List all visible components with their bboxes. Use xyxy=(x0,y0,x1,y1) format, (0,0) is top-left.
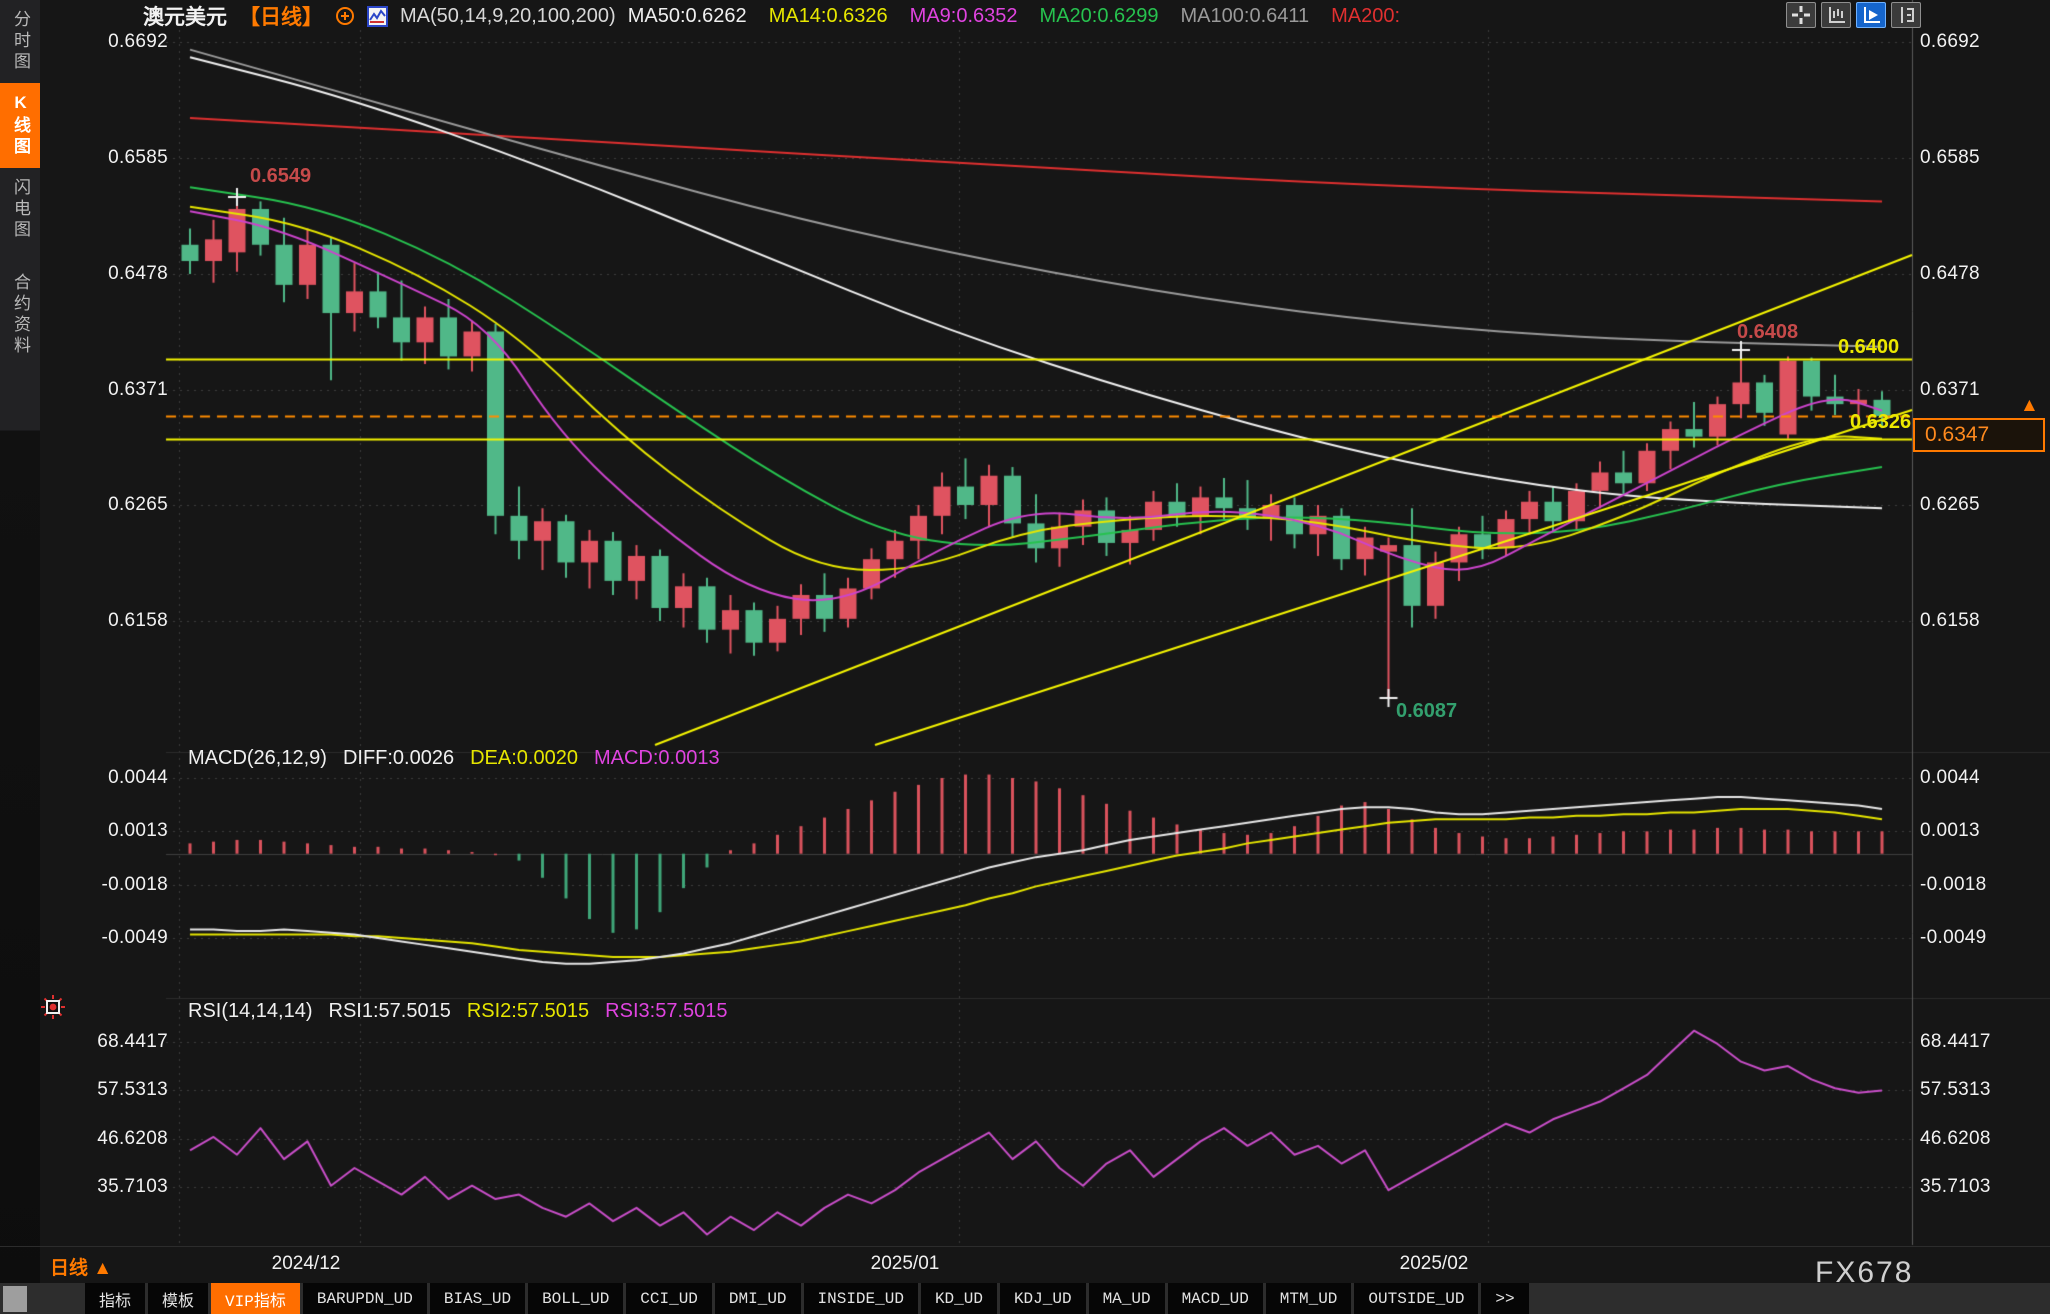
macd-macd-value: MACD:0.0013 xyxy=(593,747,720,769)
indicator-tab-dmi_ud[interactable]: DMI_UD xyxy=(714,1283,801,1314)
ma-params-label: MA(50,14,9,20,100,200) xyxy=(400,4,616,27)
sidebar-item-2[interactable]: 闪电图 xyxy=(11,178,30,241)
axis-tick-label: 0.6585 xyxy=(108,147,168,169)
date-label-2: 2025/02 xyxy=(1399,1253,1469,1274)
axis-tick-label: -0.0018 xyxy=(101,873,168,895)
axis-tick-label: 57.5313 xyxy=(1920,1079,1991,1101)
rsi-header: RSI(14,14,14) RSI1:57.5015 RSI2:57.5015 … xyxy=(188,1000,728,1023)
axis-play-icon[interactable] xyxy=(1856,2,1886,28)
axis-tick-label: 46.6208 xyxy=(97,1127,168,1149)
sidebar-item-0[interactable]: 分时图 xyxy=(11,10,30,73)
indicator-tab-inside_ud[interactable]: INSIDE_UD xyxy=(803,1283,918,1314)
sidebar-item-1[interactable]: K线图 xyxy=(0,83,40,168)
live-beacon-icon[interactable] xyxy=(40,994,66,1025)
recent-high-label: 0.6408 xyxy=(1737,321,1799,343)
left-sidebar: 分时图 K线图闪电图合约资料 xyxy=(0,0,40,1314)
period-indicator[interactable]: 日线 ▲ xyxy=(50,1258,113,1279)
symbol-title: 澳元美元 xyxy=(143,6,227,29)
macd-diff-value: DIFF:0.0026 xyxy=(342,747,455,769)
axis-tick-label: 0.6158 xyxy=(108,610,168,631)
ma-legend: MA50:0.6262 MA14:0.6326 MA9:0.6352 MA20:0.6… xyxy=(628,5,1400,28)
resistance-line-label: 0.6400 xyxy=(1838,336,1900,358)
indicator-tab-mtm_ud[interactable]: MTM_UD xyxy=(1265,1283,1352,1314)
time-axis: 日线 ▲ 2024/12 2025/01 2025/02 xyxy=(0,1246,2050,1283)
rsi2-value: RSI2:57.5015 xyxy=(466,1000,590,1022)
axis-tick-label: 35.7103 xyxy=(1920,1176,1991,1197)
axis-tick-label: 57.5313 xyxy=(97,1079,168,1101)
indicator-tab-kdj_ud[interactable]: KDJ_UD xyxy=(999,1283,1086,1314)
indicator-tab-[interactable]: 模板 xyxy=(148,1283,209,1314)
add-indicator-icon[interactable] xyxy=(335,6,355,26)
axis-tick-label: 0.6371 xyxy=(108,379,168,401)
support-line-label: 0.6326 xyxy=(1850,411,1912,433)
ma-legend-value-1: MA14:0.6326 xyxy=(768,4,888,27)
swing-low-label: 0.6087 xyxy=(1396,700,1458,722)
ma-legend-value-4: MA100:0.6411 xyxy=(1180,4,1310,27)
indicator-tab-boll_ud[interactable]: BOLL_UD xyxy=(528,1283,624,1314)
axis-tick-label: 0.0044 xyxy=(1920,767,1980,788)
axis-tick-label: 0.6158 xyxy=(1920,610,1980,631)
axis-tick-label: 0.0013 xyxy=(1920,820,1980,842)
period-badge[interactable]: 【日线】 xyxy=(239,6,323,29)
rsi-params-label: RSI(14,14,14) xyxy=(188,1000,313,1022)
axis-tick-label: 0.0044 xyxy=(108,767,168,788)
sidebar-item-3[interactable]: 合约资料 xyxy=(11,273,30,357)
axis-bracket-icon[interactable] xyxy=(1891,2,1921,28)
rsi3-value: RSI3:57.5015 xyxy=(605,1000,728,1022)
axis-tick-label: 0.6692 xyxy=(1920,31,1980,52)
macd-params-label: MACD(26,12,9) xyxy=(188,747,327,769)
ma-legend-value-2: MA9:0.6352 xyxy=(909,4,1018,27)
indicator-tab-[interactable]: 指标 xyxy=(85,1283,146,1314)
axis-tick-label: 0.6265 xyxy=(1920,493,1980,515)
axis-tick-label: -0.0049 xyxy=(1920,927,1987,948)
mini-chart-icon[interactable] xyxy=(367,5,388,27)
axis-tick-label: 0.6585 xyxy=(1920,147,1980,169)
indicator-tab-vip[interactable]: VIP指标 xyxy=(211,1283,300,1314)
indicator-tab-macd_ud[interactable]: MACD_UD xyxy=(1167,1283,1263,1314)
indicator-tab-kd_ud[interactable]: KD_UD xyxy=(920,1283,997,1314)
axis-tick-label: -0.0049 xyxy=(101,927,168,948)
indicator-tab-ma_ud[interactable]: MA_UD xyxy=(1088,1283,1165,1314)
indicator-tab-outside_ud[interactable]: OUTSIDE_UD xyxy=(1354,1283,1479,1314)
ma-legend-value-5: MA200: xyxy=(1331,4,1401,27)
chart-toolbar xyxy=(1786,2,1921,28)
current-price-box: 0.6347 xyxy=(1913,418,2045,452)
indicator-tab-barupdn_ud[interactable]: BARUPDN_UD xyxy=(302,1283,427,1314)
indicator-tab-bias_ud[interactable]: BIAS_UD xyxy=(429,1283,526,1314)
axis-tick-label: 46.6208 xyxy=(1920,1127,1991,1149)
axis-tick-label: -0.0018 xyxy=(1920,873,1987,895)
axis-tick-label: 0.6478 xyxy=(1920,263,1980,285)
axis-tick-label: 0.0013 xyxy=(108,820,168,842)
macd-header: MACD(26,12,9) DIFF:0.0026 DEA:0.0020 MAC… xyxy=(188,747,720,770)
axis-tick-label: 0.6478 xyxy=(108,263,168,285)
ma-legend-value-3: MA20:0.6299 xyxy=(1039,4,1159,27)
axis-tick-label: 0.6265 xyxy=(108,493,168,515)
swing-high-label: 0.6549 xyxy=(250,165,312,187)
axis-tick-label: 35.7103 xyxy=(97,1176,168,1197)
scroll-corner-handle[interactable] xyxy=(3,1286,27,1312)
price-up-arrow-icon: ▲ xyxy=(2020,395,2039,416)
indicator-tab->>[interactable]: >> xyxy=(1481,1283,1529,1314)
current-price-value: 0.6347 xyxy=(1925,423,1990,446)
indicator-tabbar: 指标 模板 VIP指标 BARUPDN_UD BIAS_UD BOLL_UD CCI_UD D… xyxy=(0,1283,2050,1314)
axis-tick-label: 0.6371 xyxy=(1920,379,1980,401)
axis-tick-label: 68.4417 xyxy=(1920,1031,1991,1052)
ma-legend-value-0: MA50:0.6262 xyxy=(627,4,747,27)
crosshair-icon[interactable] xyxy=(1786,2,1816,28)
macd-dea-value: DEA:0.0020 xyxy=(470,747,578,769)
axis-scale-icon[interactable] xyxy=(1821,2,1851,28)
indicator-tab-cci_ud[interactable]: CCI_UD xyxy=(626,1283,712,1314)
axis-tick-label: 0.6692 xyxy=(108,31,168,52)
axis-tick-label: 68.4417 xyxy=(97,1031,168,1052)
rsi1-value: RSI1:57.5015 xyxy=(328,1000,451,1022)
date-label-0: 2024/12 xyxy=(271,1253,341,1274)
date-label-1: 2025/01 xyxy=(870,1253,940,1274)
chart-header: 澳元美元 【日线】 MA(50,14,9,20,100,200) MA50:0.… xyxy=(143,3,1400,30)
